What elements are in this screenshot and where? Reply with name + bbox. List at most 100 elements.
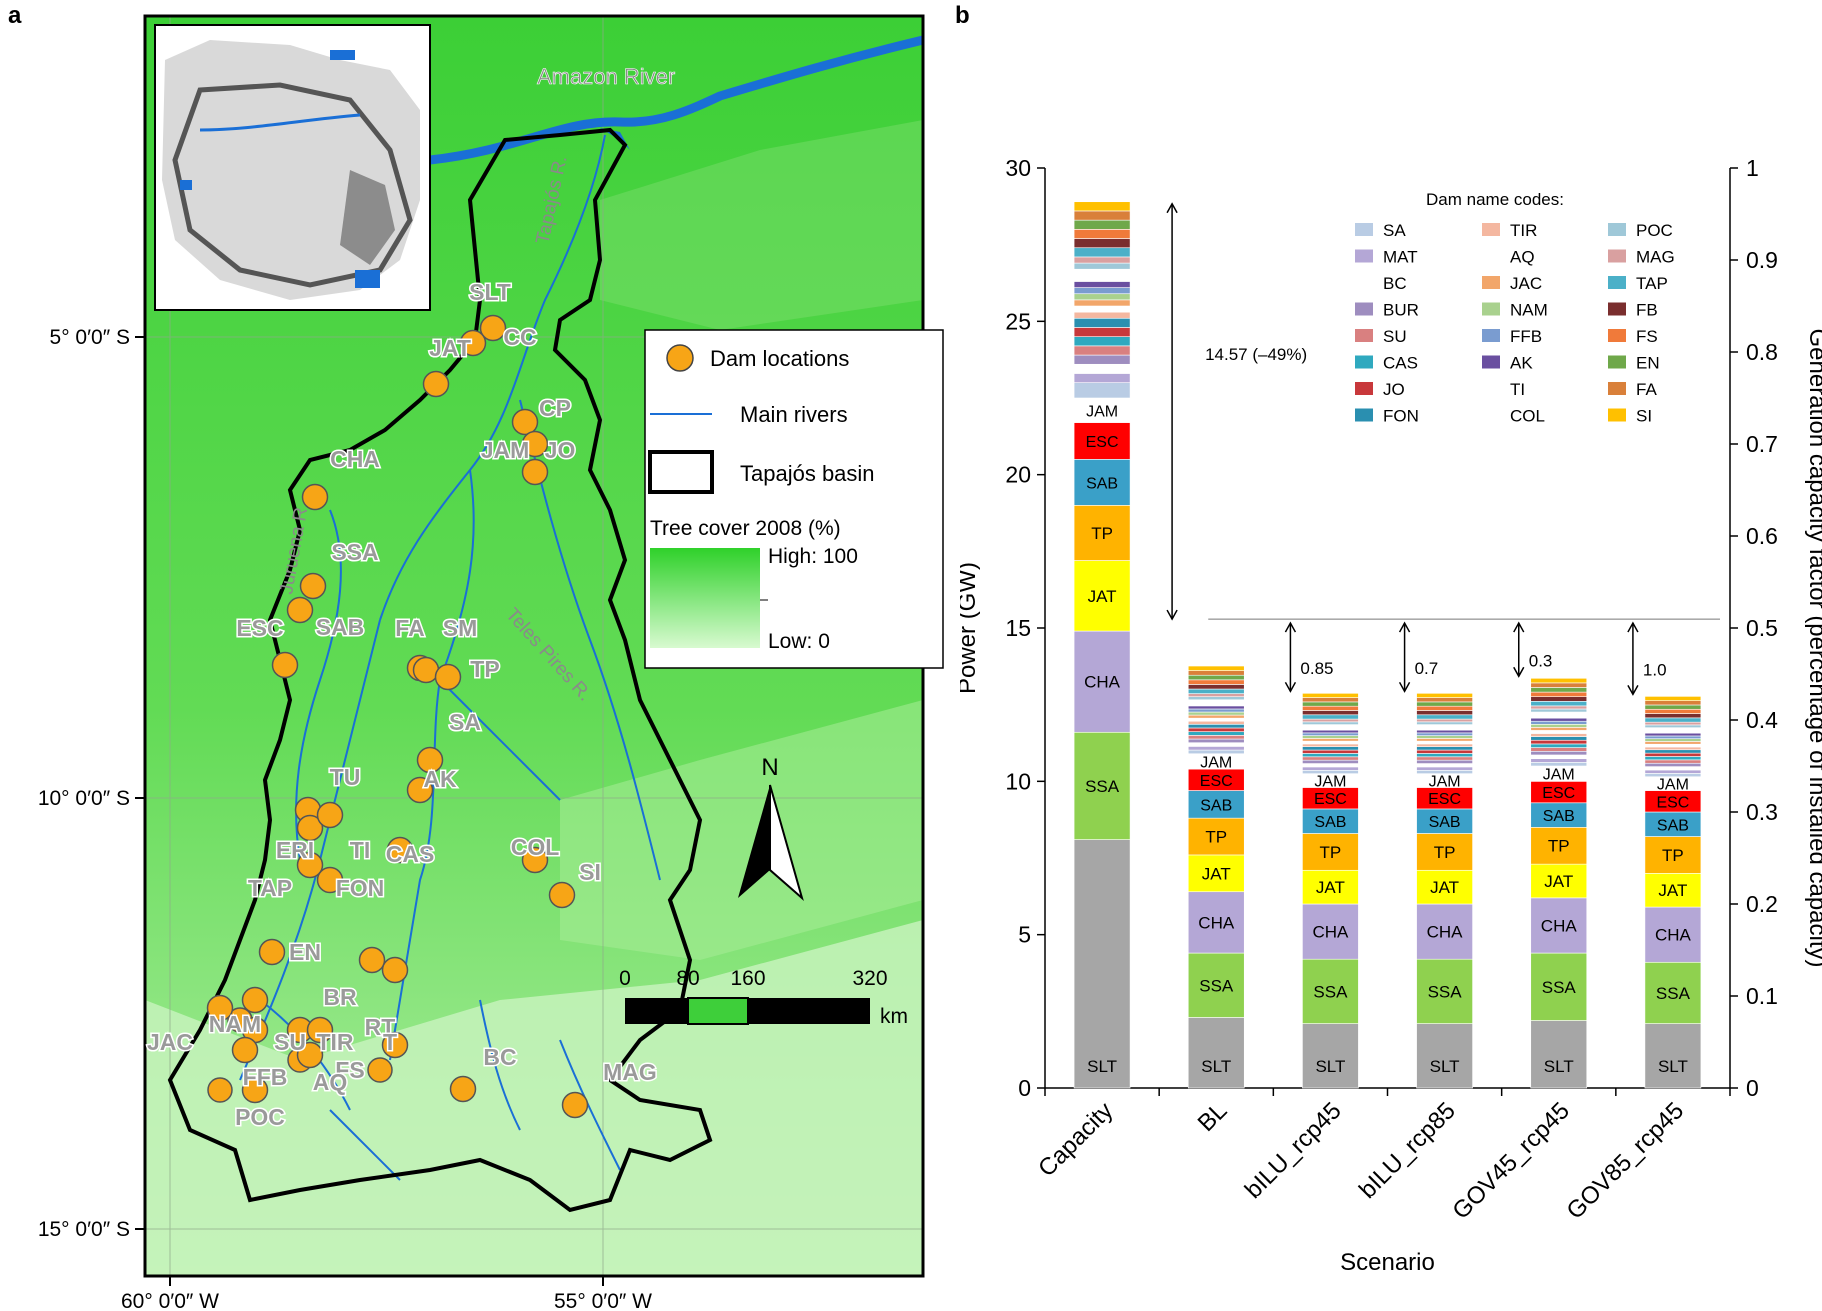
bar-segment-mat (1644, 769, 1702, 774)
dam-label-tu: TU (330, 764, 361, 790)
bar-segment-fa (1644, 700, 1702, 706)
dam-label-cas: CAS (386, 841, 435, 867)
dam-marker-aq[interactable] (296, 1041, 324, 1069)
dam-marker-t[interactable] (306, 1016, 334, 1044)
dam-marker-ssa[interactable] (299, 572, 327, 600)
bar-segment-su (1416, 756, 1473, 761)
dam-marker-sa[interactable] (416, 746, 444, 774)
bar-segment-col (1187, 699, 1245, 704)
dam-marker-esc[interactable] (271, 651, 299, 679)
dam-marker-cas[interactable] (386, 836, 414, 864)
segment-label: JAT (1544, 872, 1573, 891)
dam-marker-sm[interactable] (412, 656, 440, 684)
dam-label-slt: SLT (469, 279, 511, 305)
bar-segment-tap (1187, 688, 1245, 694)
dam-label-ssa: SSA (331, 539, 378, 565)
bar-segment-nam (1302, 735, 1359, 739)
dam-label-si: SI (579, 859, 601, 885)
lat-label: 15° 0′0″ S (38, 1218, 130, 1241)
scale-bar: 0 80 160 320 km (619, 967, 908, 1028)
dam-marker-jac[interactable] (206, 994, 234, 1022)
bar-segment-tir (1302, 743, 1359, 747)
dam-marker-slt[interactable] (479, 314, 507, 342)
dam-marker-en[interactable] (258, 938, 286, 966)
segment-label: JAT (1088, 587, 1117, 606)
bar-segment-bur (1302, 759, 1359, 764)
segment-label: SSA (1542, 978, 1577, 997)
dam-marker-fs[interactable] (381, 1031, 409, 1059)
bar-segment-poc (1644, 724, 1702, 728)
dam-marker-cc[interactable] (459, 329, 487, 357)
legend-swatch-fs (1608, 329, 1626, 342)
dam-marker-cha[interactable] (301, 483, 329, 511)
legend-swatch-tir (1482, 223, 1500, 236)
bar-segment-fs (1530, 691, 1588, 697)
y2-tick-label: 0 (1746, 1075, 1759, 1101)
bar-segment-bc (1530, 754, 1588, 759)
legend-label: MAT (1383, 248, 1418, 267)
dam-marker-col[interactable] (521, 846, 549, 874)
dam-marker[interactable] (367, 1057, 393, 1083)
bar-segment-fs (1187, 679, 1245, 685)
bar-segment-sa (1302, 769, 1359, 774)
dam-marker-tap[interactable] (296, 851, 324, 879)
dam-marker-br[interactable] (358, 946, 386, 974)
category-label: Capacity (1033, 1097, 1118, 1182)
dam-marker-fon[interactable] (316, 866, 344, 894)
dam-marker-rt[interactable] (381, 956, 409, 984)
dam-marker[interactable] (207, 1077, 233, 1103)
category-label: bILU_rcp85 (1354, 1097, 1461, 1204)
dam-marker-sab[interactable] (286, 596, 314, 624)
legend-label: BC (1383, 274, 1407, 293)
dam-marker-ti[interactable] (316, 801, 344, 829)
bar-segment-mat (1187, 746, 1245, 751)
inset-map (154, 24, 431, 311)
segment-label: JAM (1200, 754, 1232, 771)
legend-swatch-su (1355, 329, 1373, 342)
legend-low-label: Low: 0 (768, 630, 830, 653)
bar-segment-sab (1530, 802, 1588, 828)
bar-segment-si (1416, 693, 1473, 698)
bar-segment-jat (1073, 560, 1131, 632)
dam-marker-nam[interactable] (241, 986, 269, 1014)
dam-marker-jam[interactable] (521, 458, 549, 486)
legend-swatch-tap (1608, 276, 1626, 289)
legend-label: MAG (1636, 248, 1675, 267)
y-axis-title: Power (GW) (960, 562, 981, 694)
dam-label-t: T (383, 1029, 397, 1055)
bar-segment-si (1644, 696, 1702, 701)
dam-marker-si[interactable] (548, 881, 576, 909)
dam-marker-ffb[interactable] (231, 1036, 259, 1064)
dam-marker-poc[interactable] (241, 1076, 269, 1104)
legend-tree-cover-title: Tree cover 2008 (%) (650, 517, 841, 540)
dam-marker-bc[interactable] (449, 1075, 477, 1103)
amazon-river-label: Amazon River (537, 64, 675, 89)
legend-label: SA (1383, 221, 1406, 240)
dam-marker-tp[interactable] (434, 663, 462, 691)
bar-segment-aq (1073, 305, 1131, 313)
dam-marker-mag[interactable] (561, 1091, 589, 1119)
panel-a-letter: a (8, 2, 22, 29)
dam-marker-eri[interactable] (296, 814, 324, 842)
bar-segment-jac (1530, 727, 1588, 731)
bar-segment-si (1073, 201, 1131, 212)
dam-marker-cp[interactable] (511, 408, 539, 436)
dam-label-sa: SA (449, 709, 481, 735)
bar-segment-cha (1302, 903, 1359, 960)
bar-segment-nam (1416, 735, 1473, 739)
bar-segment-slt (1530, 1020, 1588, 1089)
bar-segment-ak (1416, 729, 1473, 734)
segment-label: TP (1320, 843, 1342, 862)
segment-label: SSA (1085, 777, 1120, 796)
legend-label: NAM (1510, 301, 1548, 320)
bar-segment-bc (1302, 763, 1359, 768)
panel-b-letter: b (955, 2, 970, 29)
bar-segment-nam (1530, 723, 1588, 728)
bar-segment-mat (1416, 766, 1473, 771)
dam-marker-jo[interactable] (521, 430, 549, 458)
bar-segment-tap (1644, 717, 1702, 723)
dam-marker-jat[interactable] (422, 370, 450, 398)
bar-segment-slt (1416, 1023, 1473, 1089)
dam-marker-ak[interactable] (406, 776, 434, 804)
